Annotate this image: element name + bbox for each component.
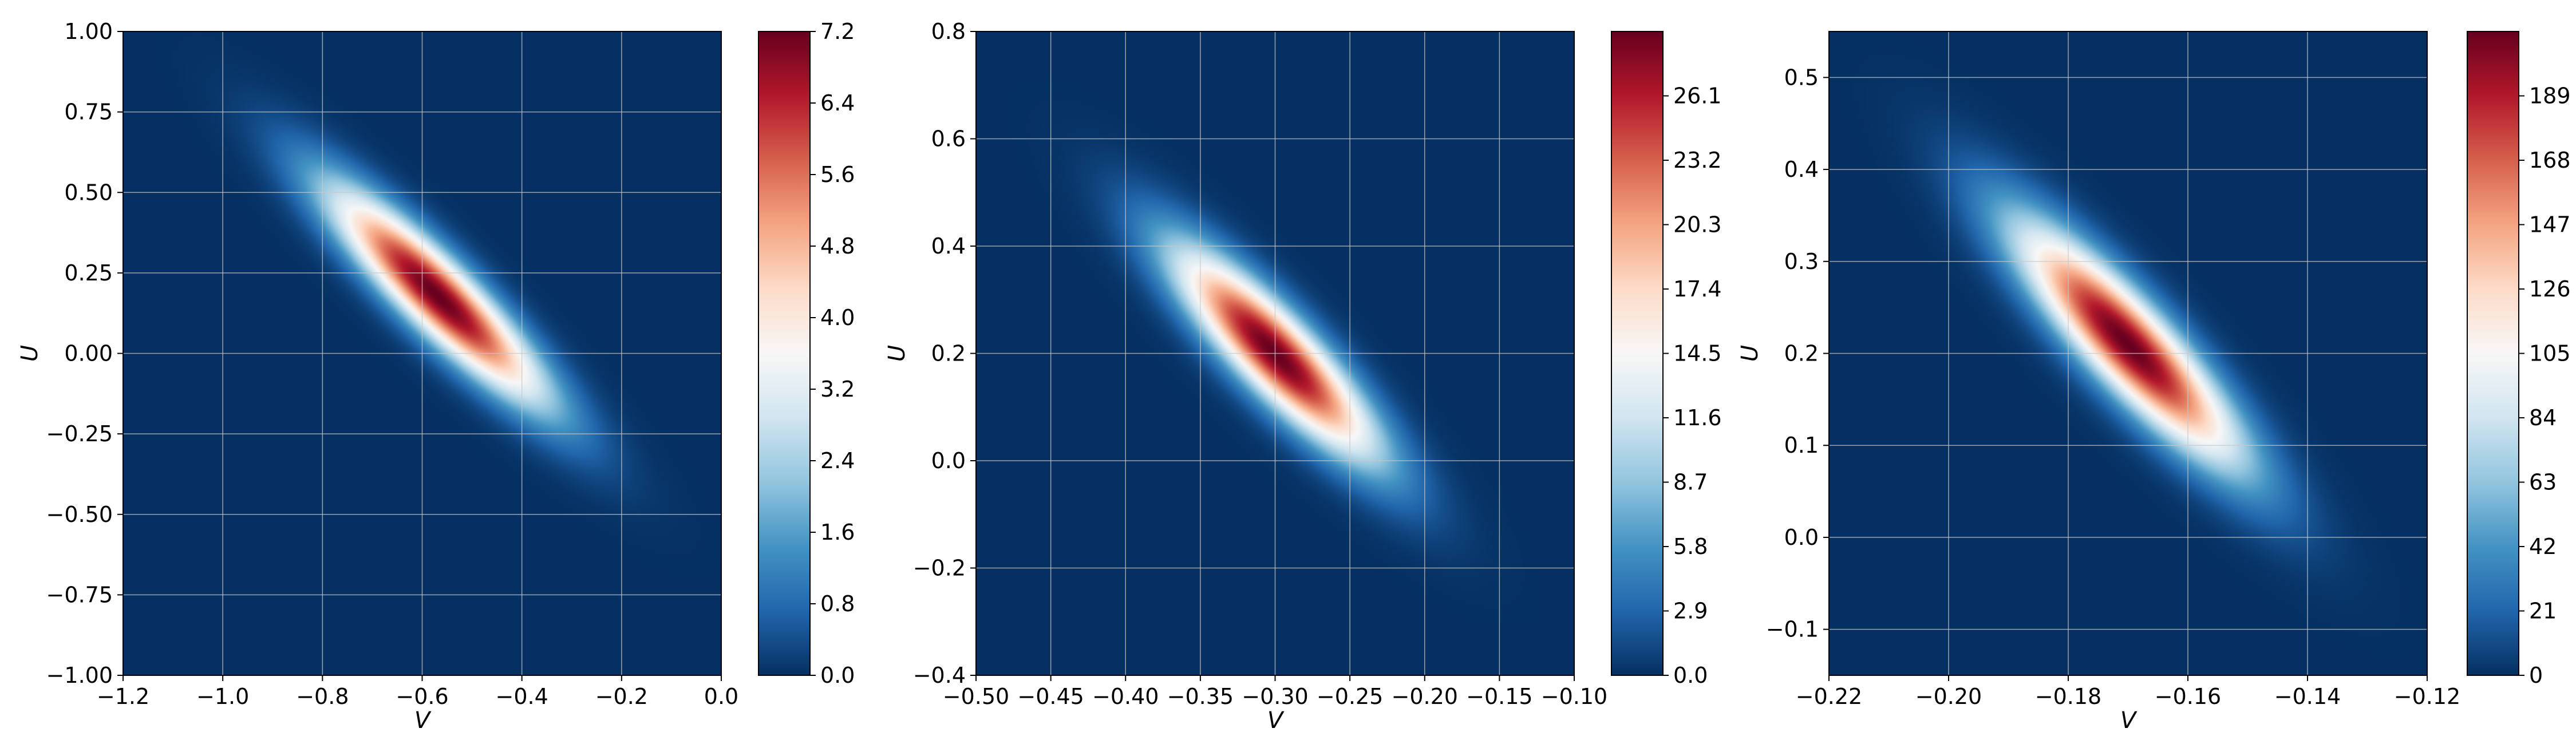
y-tick-label: −0.50	[46, 502, 113, 527]
colorbar-tick-label: 17.4	[1673, 276, 1722, 302]
x-tick-label: −0.18	[2035, 684, 2101, 709]
y-axis-label: U	[884, 345, 910, 362]
y-tick-label: 0.0	[1784, 525, 1819, 550]
colorbar-gradient	[758, 31, 811, 676]
y-tick-label: −1.00	[46, 663, 113, 688]
y-tick-label: 0.75	[64, 100, 113, 125]
colorbar-tick-label: 20.3	[1673, 212, 1722, 238]
colorbar-tick-label: 8.7	[1673, 470, 1708, 495]
x-tick-label: −0.6	[396, 684, 448, 709]
y-tick-label: −0.75	[46, 582, 113, 607]
x-tick-label: 0.0	[704, 684, 738, 709]
colorbar-gradient	[2467, 31, 2519, 676]
x-tick-label: −0.22	[1796, 684, 1862, 709]
colorbar-tick-label: 2.9	[1673, 599, 1708, 624]
x-axis-label: V	[2120, 707, 2138, 734]
colorbar-tick-label: 105	[2529, 341, 2571, 366]
colorbar-tick-label: 126	[2529, 276, 2571, 302]
y-axis-label: U	[1737, 345, 1763, 362]
y-tick-label: 0.00	[64, 341, 113, 366]
colorbar-tick-label: 0.0	[820, 663, 855, 688]
x-tick-label: −0.30	[1242, 684, 1308, 709]
colorbar-tick-label: 23.2	[1673, 148, 1722, 173]
y-tick-label: 0.1	[1784, 433, 1819, 458]
colorbar-tick-label: 6.4	[820, 90, 855, 116]
y-tick-label: 0.6	[931, 126, 966, 152]
colorbar-1: 0.0 0.8 1.6 2.4 3.2 4.0 4.8 5.6 6.4 7.2	[758, 19, 855, 688]
chart-panel-1: −1.2 −1.0 −0.8 −0.6 −0.4 −0.2 0.0 −1.00 −0.75 −0.…	[17, 19, 855, 734]
colorbar-tick-label: 0.0	[1673, 663, 1708, 688]
x-tick-label: −0.2	[595, 684, 648, 709]
y-tick-label: 0.4	[1784, 157, 1819, 182]
colorbar-tick-label: 5.8	[1673, 534, 1708, 559]
y-tick-label: 0.5	[1784, 65, 1819, 90]
y-tick-label: 0.4	[931, 234, 966, 259]
x-tick-label: −0.4	[496, 684, 548, 709]
x-tick-label: −0.25	[1317, 684, 1383, 709]
chart-panel-2: −0.50 −0.45 −0.40 −0.35 −0.30 −0.25 −0.20 −0.15…	[884, 19, 1722, 734]
x-tick-label: −0.10	[1541, 684, 1607, 709]
x-tick-label: −0.12	[2394, 684, 2460, 709]
x-tick-label: −0.15	[1466, 684, 1532, 709]
y-tick-label: 0.2	[931, 341, 966, 366]
x-tick-label: −0.40	[1092, 684, 1159, 709]
colorbar-tick-label: 0.8	[820, 591, 855, 616]
colorbar-tick-label: 26.1	[1673, 84, 1722, 109]
colorbar-tick-label: 5.6	[820, 162, 855, 187]
colorbar-tick-label: 189	[2529, 84, 2571, 109]
x-tick-label: −0.8	[296, 684, 349, 709]
colorbar-tick-label: 4.0	[820, 305, 855, 330]
y-tick-label: 0.0	[931, 448, 966, 473]
y-axis-label: U	[17, 345, 43, 362]
y-tick-label: 0.8	[931, 19, 966, 44]
colorbar-tick-label: 4.8	[820, 234, 855, 259]
colorbar-tick-label: 14.5	[1673, 341, 1722, 366]
colorbar-tick-label: 84	[2529, 405, 2557, 430]
colorbar-tick-label: 3.2	[820, 377, 855, 402]
y-tick-label: 1.00	[64, 19, 113, 44]
colorbar-tick-label: 11.6	[1673, 405, 1722, 430]
y-tick-label: 0.50	[64, 180, 113, 205]
x-tick-label: −1.2	[97, 684, 149, 709]
x-tick-label: −0.14	[2274, 684, 2341, 709]
y-tick-label: −0.25	[46, 421, 113, 446]
y-tick-label: 0.3	[1784, 249, 1819, 274]
y-tick-label: −0.4	[913, 663, 966, 688]
colorbar-tick-label: 42	[2529, 534, 2557, 559]
colorbar-3: 0 21 42 63 84 105 126 147 168 189	[2467, 31, 2571, 688]
x-tick-label: −0.16	[2155, 684, 2221, 709]
x-tick-label: −0.35	[1167, 684, 1234, 709]
x-tick-label: −1.0	[196, 684, 249, 709]
colorbar-gradient	[1611, 31, 1664, 676]
colorbar-tick-label: 0	[2529, 663, 2543, 688]
x-tick-label: −0.20	[1392, 684, 1458, 709]
colorbar-tick-label: 2.4	[820, 448, 855, 473]
y-tick-label: 0.2	[1784, 341, 1819, 366]
x-tick-label: −0.20	[1915, 684, 1982, 709]
y-tick-label: −0.1	[1766, 617, 1819, 642]
colorbar-tick-label: 168	[2529, 148, 2571, 173]
colorbar-tick-label: 1.6	[820, 520, 855, 545]
colorbar-tick-label: 21	[2529, 599, 2557, 624]
x-tick-label: −0.45	[1017, 684, 1084, 709]
colorbar-2: 0.0 2.9 5.8 8.7 11.6 14.5 17.4 20.3 23.2 26.1	[1611, 31, 1722, 688]
x-axis-label: V	[1267, 707, 1285, 734]
y-tick-label: −0.2	[913, 556, 966, 581]
colorbar-tick-label: 63	[2529, 470, 2557, 495]
chart-panel-3: −0.22 −0.20 −0.18 −0.16 −0.14 −0.12 −0.1 0.0 0.1…	[1737, 31, 2571, 734]
y-tick-label: 0.25	[64, 260, 113, 286]
x-tick-label: −0.50	[943, 684, 1009, 709]
colorbar-tick-label: 147	[2529, 212, 2571, 238]
colorbar-tick-label: 7.2	[820, 19, 855, 44]
x-axis-label: V	[414, 707, 432, 734]
